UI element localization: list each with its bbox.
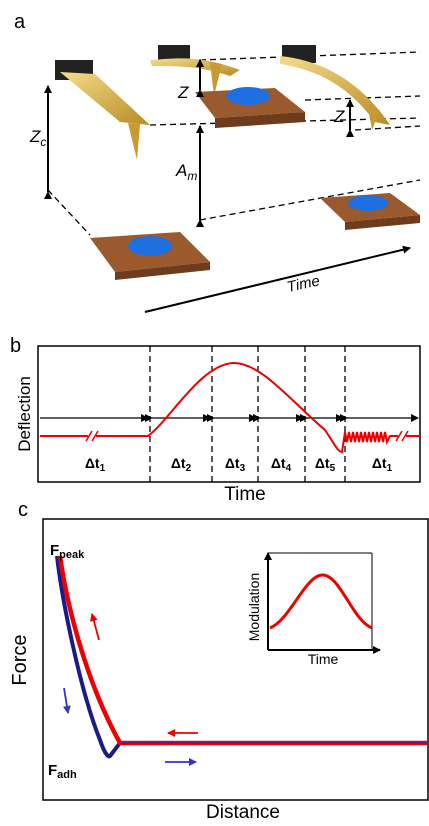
z-label: Z <box>333 107 345 126</box>
interval-labels: Δt1 Δt2 Δt3 Δt4 Δt5 Δt1 <box>85 455 393 474</box>
symbol: Δt <box>315 455 330 471</box>
panel-a: a <box>14 11 421 313</box>
interval-label: Δt4 <box>271 455 292 474</box>
y-axis-label: Force <box>9 634 31 685</box>
symbol: Δt <box>85 455 100 471</box>
retract-arrow <box>62 687 71 714</box>
subscript: 3 <box>240 463 246 474</box>
cantilever <box>55 45 390 160</box>
subscript: adh <box>57 769 77 781</box>
x-axis-label: Distance <box>206 802 280 823</box>
substrate <box>90 87 420 280</box>
x-axis-label: Time <box>224 484 266 505</box>
interval-label: Δt5 <box>315 455 336 474</box>
f-peak-label: Fpeak <box>50 542 85 561</box>
subscript: c <box>40 135 46 149</box>
plot-frame <box>42 518 429 801</box>
symbol: A <box>175 161 187 180</box>
time-label: Time <box>285 272 321 296</box>
inset-x-label: Time <box>308 651 339 667</box>
approach-curve <box>57 555 428 746</box>
retract-curve <box>55 555 428 759</box>
symbol: Z <box>29 127 41 146</box>
inset-y-label: Modulation <box>246 573 262 642</box>
symbol: Δt <box>171 455 186 471</box>
subscript: 1 <box>100 463 106 474</box>
panel-label: c <box>18 499 28 521</box>
z-label: Z <box>177 83 189 102</box>
break-mark <box>85 430 409 442</box>
interval-label: Δt3 <box>225 455 246 474</box>
subscript: 1 <box>387 463 393 474</box>
panel-label: a <box>14 11 26 33</box>
approach-arrow <box>89 613 100 641</box>
symbol: F <box>50 542 59 559</box>
panel-b: b Deflection Time Δt1 Δt2 Δt3 Δt4 Δt5 Δt… <box>10 335 421 505</box>
panel-label: b <box>10 335 21 357</box>
symbol: Δt <box>372 455 387 471</box>
zc-label: Zc <box>29 127 46 149</box>
deflection-curve <box>40 361 420 454</box>
interval-label: Δt2 <box>171 455 192 474</box>
f-adh-label: Fadh <box>48 762 77 781</box>
symbol: F <box>48 762 57 779</box>
subscript: 2 <box>186 463 192 474</box>
subscript: peak <box>59 549 85 561</box>
modulation-curve <box>269 573 373 630</box>
subscript: 4 <box>286 463 292 474</box>
interval-label: Δt1 <box>85 455 106 474</box>
interval-label: Δt1 <box>372 455 393 474</box>
symbol: Δt <box>271 455 286 471</box>
plot-frame <box>37 345 421 483</box>
symbol: Δt <box>225 455 240 471</box>
subscript: 5 <box>330 463 336 474</box>
inset: Modulation Time <box>246 552 381 667</box>
am-label: Am <box>175 161 197 183</box>
time-arrow <box>144 245 411 313</box>
subscript: m <box>187 169 197 183</box>
panel-c: c Force Distance Fpeak Fadh Modulation T… <box>9 499 429 823</box>
y-axis-label: Deflection <box>15 376 34 452</box>
